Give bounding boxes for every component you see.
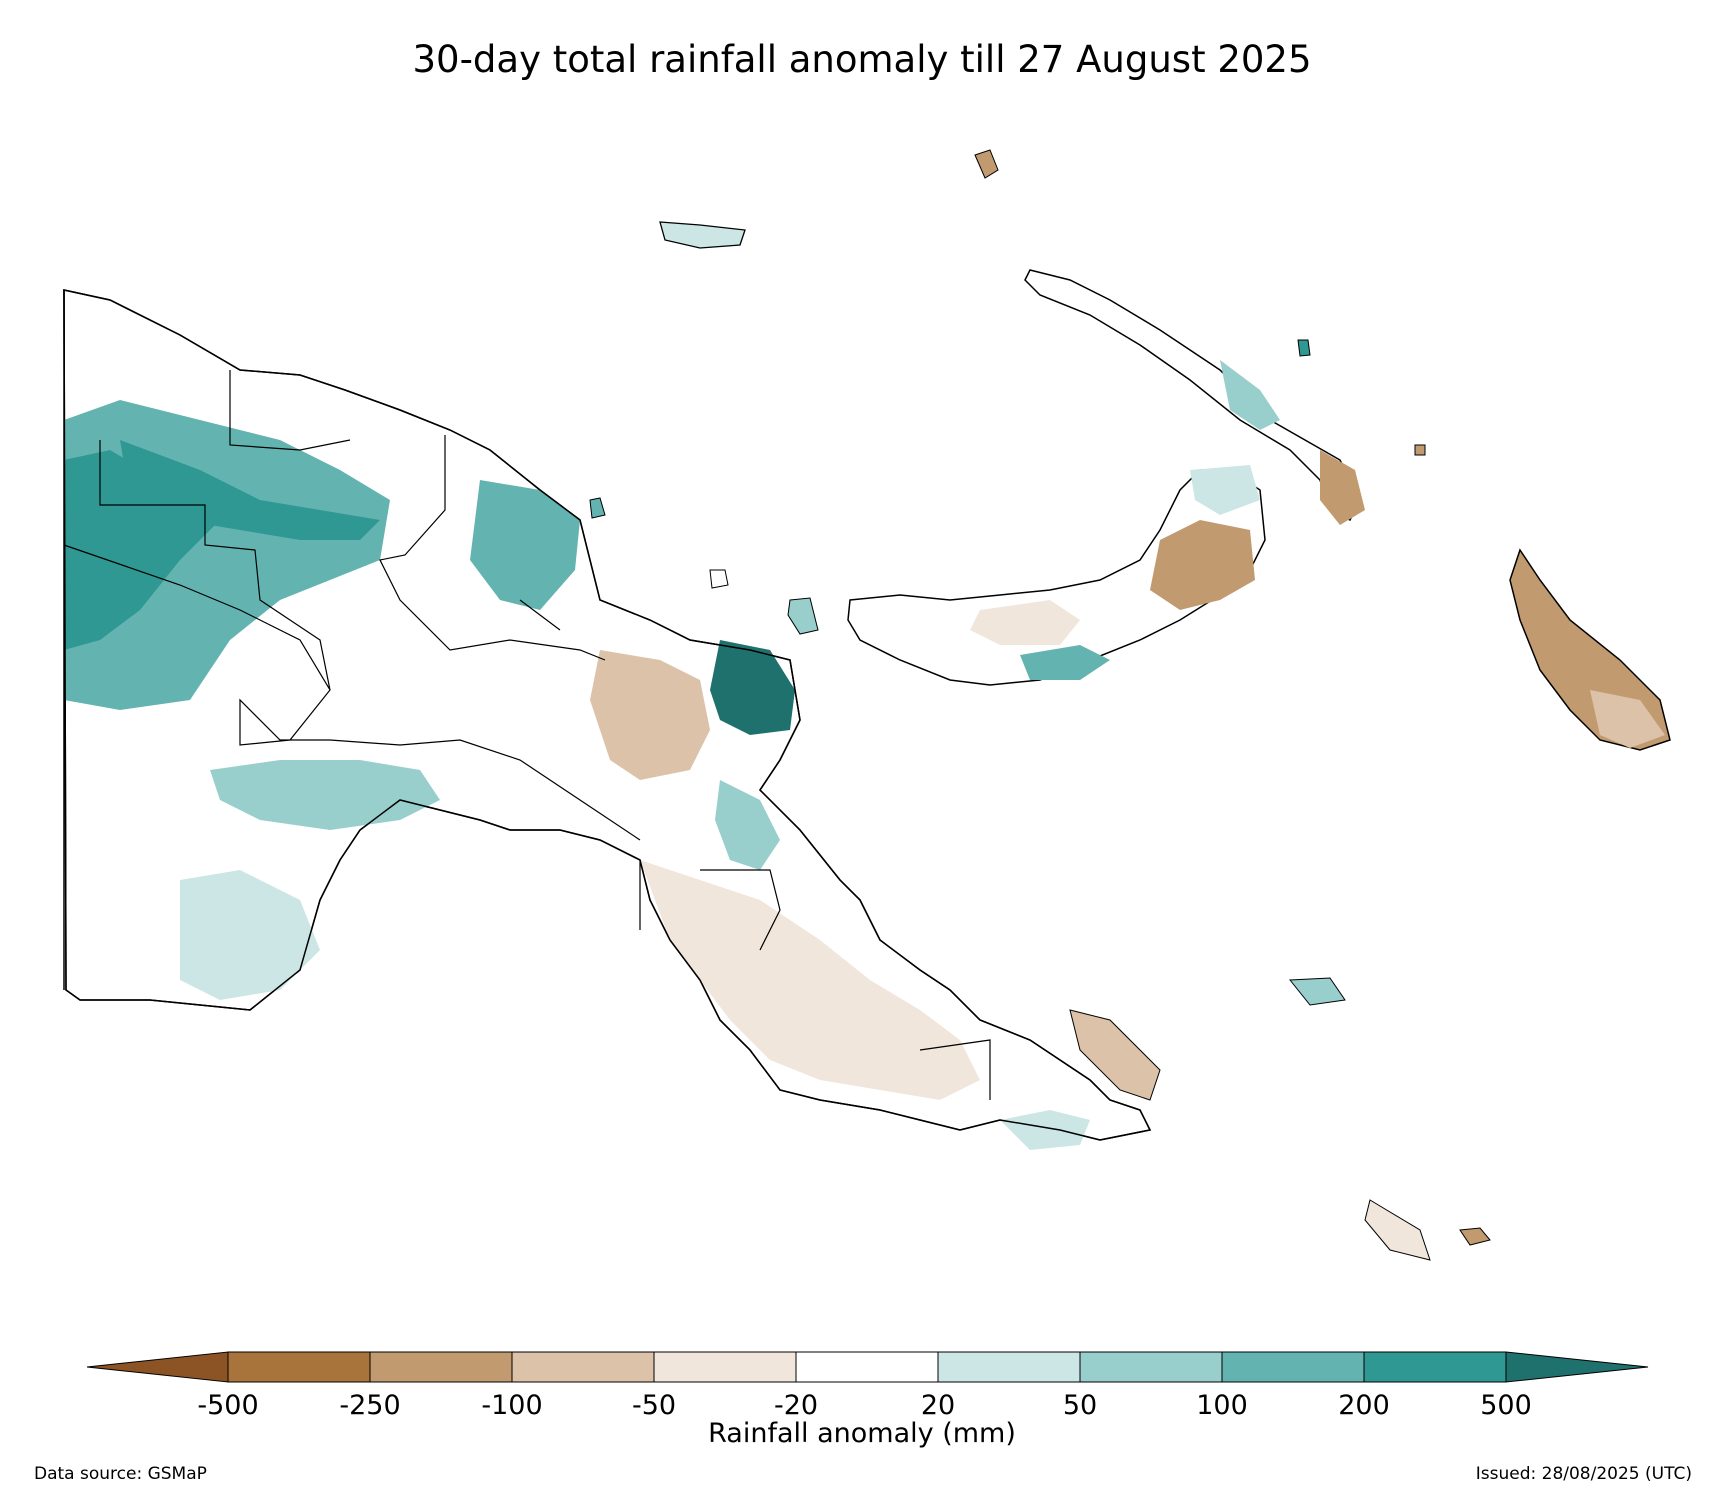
colorbar-tick-8: 100 bbox=[1196, 1390, 1248, 1421]
anomaly-zone-madang-deep bbox=[710, 640, 795, 735]
colorbar-tick-9: 200 bbox=[1338, 1390, 1390, 1421]
anomaly-zone-morobe-teal bbox=[715, 780, 780, 870]
colorbar-bin-2 bbox=[369, 1351, 513, 1383]
colorbar bbox=[86, 1351, 1649, 1383]
data-source-note: Data source: GSMaP bbox=[34, 1464, 207, 1484]
anomaly-zone-new-britain-central bbox=[970, 600, 1080, 645]
anomaly-zone-east-new-britain bbox=[1150, 520, 1255, 610]
province-boundaries bbox=[63, 370, 991, 1100]
colorbar-extend-low bbox=[86, 1351, 229, 1383]
anomaly-zone-north-teal bbox=[120, 440, 380, 540]
colorbar-tick-3: -100 bbox=[481, 1390, 543, 1421]
new-britain-outline bbox=[847, 469, 1266, 686]
small-islands bbox=[589, 149, 1491, 1261]
colorbar-tick-1: -500 bbox=[197, 1390, 259, 1421]
islet-8 bbox=[1414, 444, 1426, 456]
colorbar-bin-6 bbox=[937, 1351, 1081, 1383]
anomaly-zone-southeast-tan bbox=[640, 860, 980, 1100]
manus-outline bbox=[659, 221, 746, 249]
anomaly-zone-south-light bbox=[180, 870, 320, 1000]
colorbar-tick-7: 50 bbox=[1062, 1390, 1098, 1421]
mussau-island bbox=[974, 149, 999, 179]
islet-2 bbox=[787, 597, 819, 635]
islet-4 bbox=[1288, 977, 1346, 1006]
issued-date-note: Issued: 28/08/2025 (UTC) bbox=[1475, 1464, 1692, 1484]
anomaly-zone-gazelle-light bbox=[1190, 465, 1260, 515]
islet-1 bbox=[589, 497, 606, 519]
islet-9 bbox=[709, 569, 729, 589]
colorbar-tick-4: -50 bbox=[631, 1390, 677, 1421]
anomaly-zone-oro-light bbox=[1000, 1110, 1090, 1150]
rainfall-anomaly-map bbox=[63, 149, 1671, 1261]
colorbar-bin-7 bbox=[1079, 1351, 1223, 1383]
colorbar-bin-5 bbox=[795, 1351, 939, 1383]
islet-3 bbox=[1297, 339, 1311, 357]
colorbar-bin-3 bbox=[511, 1351, 655, 1383]
new-ireland bbox=[1024, 269, 1365, 525]
manus-island bbox=[659, 221, 746, 249]
colorbar-tick-10: 500 bbox=[1480, 1390, 1532, 1421]
anomaly-zone-new-britain-south bbox=[1020, 645, 1110, 680]
colorbar-tick-5: -20 bbox=[773, 1390, 819, 1421]
anomaly-zone-sepik-teal bbox=[470, 480, 580, 610]
map-title: 30-day total rainfall anomaly till 27 Au… bbox=[412, 38, 1312, 81]
new-britain bbox=[847, 465, 1266, 686]
anomaly-zone-bougainville-south bbox=[1590, 690, 1665, 748]
anomaly-zone-new-ireland-south bbox=[1320, 450, 1365, 525]
colorbar-bin-1 bbox=[227, 1351, 371, 1383]
colorbar-bin-8 bbox=[1221, 1351, 1365, 1383]
anomaly-zone-new-ireland-central bbox=[1220, 360, 1280, 430]
islet-5 bbox=[1069, 1009, 1161, 1101]
bougainville bbox=[1509, 548, 1671, 751]
colorbar-tick-2: -250 bbox=[339, 1390, 401, 1421]
mainland-new-guinea bbox=[63, 289, 1152, 1150]
islet-7 bbox=[1459, 1227, 1491, 1246]
anomaly-zone-highlands-brown bbox=[590, 650, 710, 780]
islet-6 bbox=[1364, 1199, 1431, 1261]
colorbar-tick-6: 20 bbox=[920, 1390, 956, 1421]
colorbar-extend-high bbox=[1505, 1351, 1649, 1383]
mainland-outline-overlay bbox=[63, 289, 1152, 1141]
colorbar-bin-4 bbox=[653, 1351, 797, 1383]
colorbar-label: Rainfall anomaly (mm) bbox=[708, 1418, 1016, 1449]
colorbar-bin-9 bbox=[1363, 1351, 1507, 1383]
